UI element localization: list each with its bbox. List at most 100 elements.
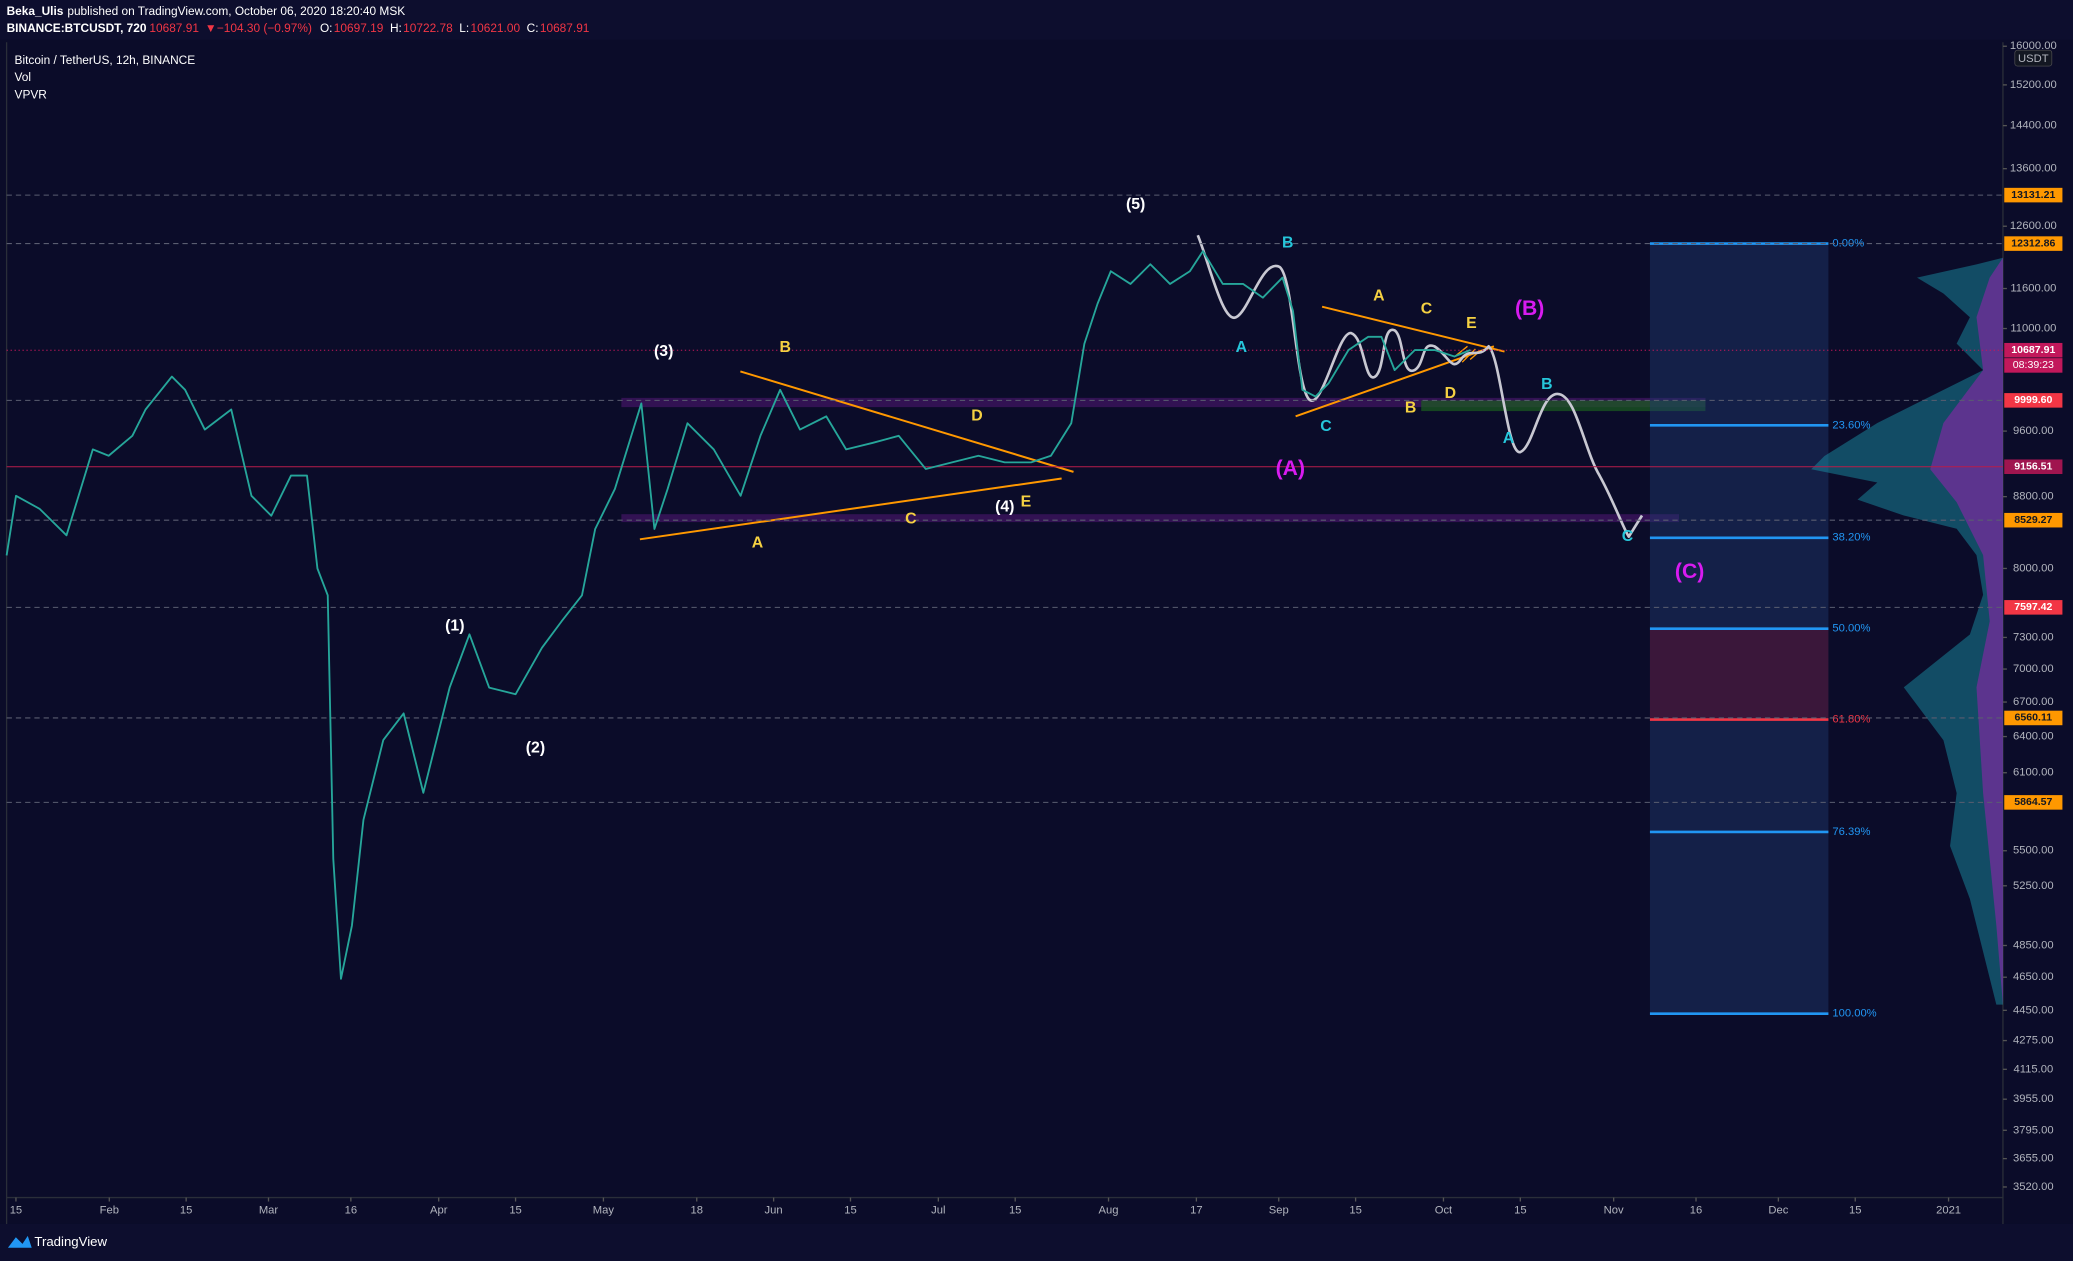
y-tick-label: 3955.00 xyxy=(2013,1093,2054,1105)
x-tick-label: 18 xyxy=(691,1205,703,1217)
price-tag-label: 8529.27 xyxy=(2014,514,2052,526)
trend-line xyxy=(740,370,1074,473)
y-tick-label: 7000.00 xyxy=(2013,663,2054,675)
ohlc-value: 10621.00 xyxy=(471,21,521,35)
wave-label: A xyxy=(1373,287,1385,304)
logo xyxy=(7,1235,32,1248)
trend-line xyxy=(1321,305,1505,353)
price-tag-label: 10687.91 xyxy=(2011,344,2055,356)
ohlc-value: 10722.78 xyxy=(403,21,453,35)
vpvr xyxy=(1930,257,2003,1005)
trend-line xyxy=(639,477,1062,541)
wave-label: (5) xyxy=(1126,196,1145,213)
x-tick-label: Jun xyxy=(765,1205,783,1217)
indicator: VPVR xyxy=(15,87,48,101)
indicator: Vol xyxy=(15,70,32,84)
wave-label: (3) xyxy=(654,343,673,360)
countdown: 08:39:23 xyxy=(2013,359,2054,371)
y-tick-label: 9600.00 xyxy=(2013,425,2054,437)
published: published on TradingView.com, October 06… xyxy=(67,4,405,18)
x-tick-label: Aug xyxy=(1099,1205,1119,1217)
price-tag-label: 9156.51 xyxy=(2014,461,2052,473)
wave-label: B xyxy=(1541,376,1552,393)
wave-label: D xyxy=(1445,385,1456,402)
wave-label: (1) xyxy=(445,618,464,635)
price-tag-label: 7597.42 xyxy=(2014,601,2052,613)
x-tick-label: 15 xyxy=(1009,1205,1021,1217)
zone xyxy=(621,514,1680,523)
x-tick-label: 15 xyxy=(1349,1205,1361,1217)
price-tag-label: 12312.86 xyxy=(2011,237,2055,249)
author: Beka_Ulis xyxy=(7,4,64,18)
ohlc-label: O: xyxy=(320,21,333,35)
x-tick-label: 17 xyxy=(1190,1205,1202,1217)
down-arrow: ▼ xyxy=(205,21,217,35)
price-tag-label: 5864.57 xyxy=(2014,796,2052,808)
x-tick-label: Apr xyxy=(430,1205,448,1217)
y-tick-label: 3655.00 xyxy=(2013,1153,2054,1165)
y-tick-label: 11600.00 xyxy=(2010,282,2056,294)
y-tick-label: 13600.00 xyxy=(2010,163,2057,175)
x-tick-label: Dec xyxy=(1768,1205,1788,1217)
y-tick-label: 4275.00 xyxy=(2013,1035,2054,1047)
x-tick-label: Nov xyxy=(1604,1205,1624,1217)
x-tick-label: 15 xyxy=(844,1205,856,1217)
fib-zone xyxy=(1649,629,1829,720)
price-tag xyxy=(2004,512,2063,528)
wave-label: C xyxy=(1421,300,1433,317)
price-tag-label: 9999.60 xyxy=(2014,394,2052,406)
wave-label: (A) xyxy=(1276,457,1305,480)
currency-box xyxy=(2014,49,2053,67)
wave-label: D xyxy=(971,408,982,425)
wave-label: C xyxy=(1622,528,1634,545)
fib-label: 61.80% xyxy=(1832,714,1870,726)
wave-label: A xyxy=(752,534,764,551)
ohlc: O: 10697.19 H: 10722.78 L: 10621.00 C: 10687.91 xyxy=(320,21,590,35)
wave-label: B xyxy=(1282,234,1293,251)
x-tick-label: 16 xyxy=(345,1205,357,1217)
price-tag xyxy=(2004,393,2063,408)
price-tag-label: 13131.21 xyxy=(2011,189,2055,201)
wave-label: A xyxy=(1236,339,1248,356)
x-tick-label: 16 xyxy=(1690,1205,1702,1217)
fib-label: 100.00% xyxy=(1832,1008,1876,1020)
y-tick-label: 15200.00 xyxy=(2010,79,2057,91)
ohlc-value: 10697.19 xyxy=(334,21,384,35)
projection xyxy=(1196,234,1644,538)
price-tag xyxy=(2004,795,2063,810)
wave-label: B xyxy=(780,339,791,356)
wave-label: (2) xyxy=(526,739,545,756)
y-tick-label: 6100.00 xyxy=(2013,767,2054,779)
x-tick-label: 15 xyxy=(1849,1205,1861,1217)
zone xyxy=(1421,400,1706,412)
x-tick-label: Feb xyxy=(100,1205,119,1217)
y-tick-label: 7300.00 xyxy=(2013,631,2054,643)
y-tick-label: 6700.00 xyxy=(2013,696,2054,708)
x-tick-label: 15 xyxy=(180,1205,192,1217)
x-tick-label: 15 xyxy=(1514,1205,1526,1217)
x-tick-label: 2021 xyxy=(1936,1205,1961,1217)
wave-label: E xyxy=(1021,493,1032,510)
y-tick-label: 8800.00 xyxy=(2013,491,2054,503)
price-line xyxy=(5,250,1471,980)
price-tag xyxy=(2004,236,2063,251)
y-tick-label: 4450.00 xyxy=(2013,1004,2054,1016)
x-tick-label: 15 xyxy=(509,1205,521,1217)
y-tick-label: 6400.00 xyxy=(2013,731,2054,743)
countdown-tag xyxy=(2004,358,2063,373)
y-tick-label: 3795.00 xyxy=(2013,1124,2054,1136)
wave-label: C xyxy=(905,511,917,528)
x-tick-label: Sep xyxy=(1269,1205,1289,1217)
fib-label: 23.60% xyxy=(1832,419,1870,431)
wave-label: E xyxy=(1466,315,1477,332)
y-tick-label: 4850.00 xyxy=(2013,939,2054,951)
x-tick-label: Jul xyxy=(931,1205,945,1217)
wave-label: (B) xyxy=(1515,297,1544,320)
symbol: BINANCE:BTCUSDT, 720 xyxy=(7,21,147,35)
fib-label: 50.00% xyxy=(1832,623,1870,635)
y-tick-label: 3520.00 xyxy=(2013,1181,2054,1193)
header-bar xyxy=(0,0,2073,40)
ohlc-label: C: xyxy=(527,21,539,35)
wave-label: A xyxy=(1503,430,1515,447)
